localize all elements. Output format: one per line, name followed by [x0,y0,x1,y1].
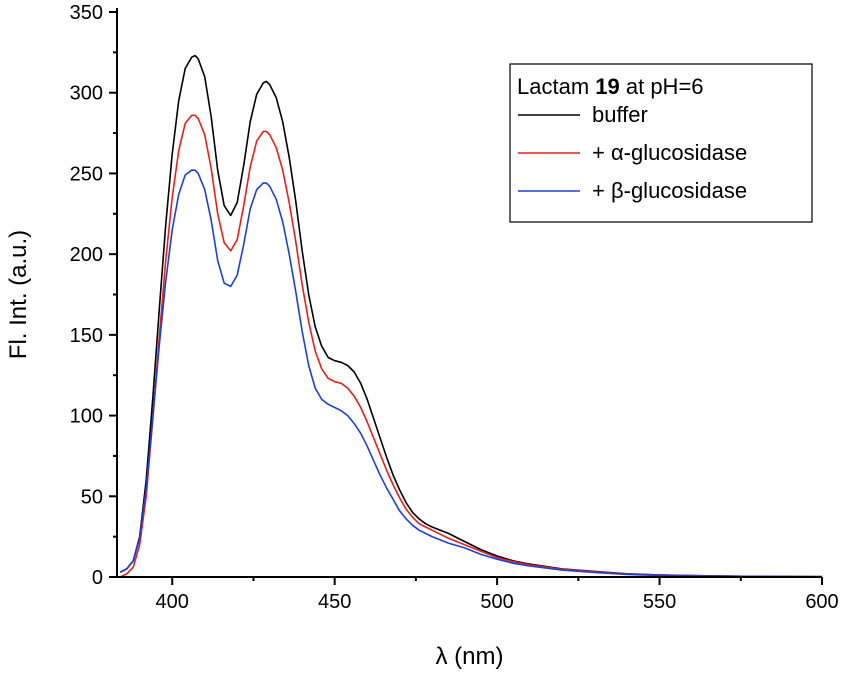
legend-title-prefix: Lactam [517,74,595,99]
y-tick-label-250: 250 [70,163,103,185]
y-tick-label-150: 150 [70,325,103,347]
x-tick-label-600: 600 [805,591,838,613]
legend-box [509,63,813,223]
y-tick-label-100: 100 [70,406,103,428]
series-layer [119,54,823,578]
legend-label-2: + β-glucosidase [592,178,747,203]
series-line-2 [119,169,823,578]
legend: Lactam 19 at pH=6 buffer + α-glucosidase +… [509,63,813,223]
y-tick-label-300: 300 [70,83,103,105]
x-tick-label-450: 450 [318,591,351,613]
x-ticks: 400 450 500 550 600 [156,577,839,613]
x-tick-label-500: 500 [480,591,513,613]
y-tick-label-0: 0 [92,567,103,589]
legend-title-compound: 19 [595,74,619,99]
x-tick-label-400: 400 [156,591,189,613]
y-axis-title: Fl. Int. (a.u.) [5,230,32,359]
legend-title: Lactam 19 at pH=6 [517,74,704,99]
plot-area: 400 450 500 550 600 0 50 100 150 200 250 300 350 [70,2,839,613]
x-axis-title: λ (nm) [436,643,504,670]
x-tick-label-550: 550 [643,591,676,613]
legend-label-1: + α-glucosidase [592,140,747,165]
series-line-0 [119,54,823,578]
y-tick-label-350: 350 [70,2,103,24]
y-tick-label-200: 200 [70,244,103,266]
legend-entries: buffer + α-glucosidase + β-glucosidase [518,102,747,203]
y-tick-label-50: 50 [81,486,103,508]
legend-title-suffix: at pH=6 [620,74,704,99]
legend-label-0: buffer [592,102,648,127]
series-line-1 [119,114,823,578]
y-ticks: 0 50 100 150 200 250 300 350 [70,2,117,589]
